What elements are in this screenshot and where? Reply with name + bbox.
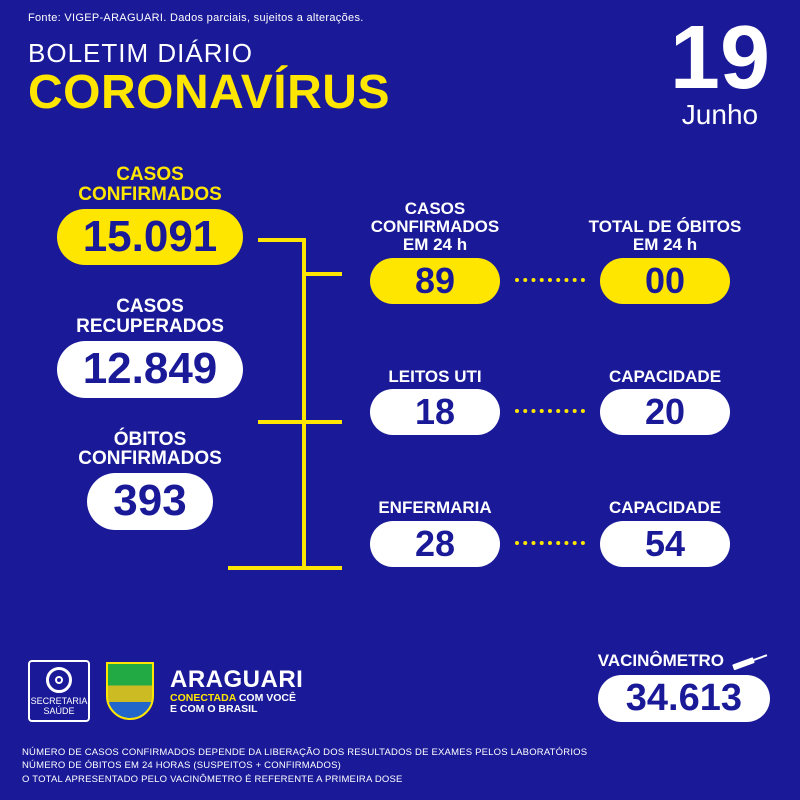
vacc-label-text: VACINÔMETRO xyxy=(598,651,724,671)
vacc-value: 34.613 xyxy=(598,675,770,722)
label-line: CASOS xyxy=(116,296,184,317)
footnote-line: O TOTAL APRESENTADO PELO VACINÔMETRO É R… xyxy=(22,773,587,786)
footnote-line: NÚMERO DE ÓBITOS EM 24 HORAS (SUSPEITOS … xyxy=(22,759,587,772)
city-tagline: E COM O BRASIL xyxy=(170,704,303,715)
connector-line xyxy=(302,420,342,424)
pair-label: CAPACIDADE xyxy=(570,499,760,517)
dots-connector xyxy=(515,541,585,545)
vaccinometer: VACINÔMETRO 34.613 xyxy=(598,651,770,722)
right-column: CASOS CONFIRMADOS EM 24 h 89 TOTAL DE ÓB… xyxy=(340,200,760,567)
pair-label: CASOS CONFIRMADOS EM 24 h xyxy=(340,200,530,254)
date-block: 19 Junho xyxy=(670,18,770,131)
city-crest-icon xyxy=(106,662,154,720)
connector-line xyxy=(228,566,306,570)
city-text: ARAGUARI CONECTADA COM VOCÊ E COM O BRAS… xyxy=(170,667,303,714)
pair-cases-24h: CASOS CONFIRMADOS EM 24 h 89 xyxy=(340,200,530,304)
label-line: ÓBITOS xyxy=(114,429,187,450)
connector-line xyxy=(258,420,306,424)
label-line: EM 24 h xyxy=(403,235,467,254)
label-line: CONFIRMADOS xyxy=(78,448,222,469)
footer-logos: SECRETARIA SAÚDE ARAGUARI CONECTADA COM … xyxy=(28,660,303,722)
pair-row-24h: CASOS CONFIRMADOS EM 24 h 89 TOTAL DE ÓB… xyxy=(340,200,760,304)
date-month: Junho xyxy=(670,99,770,131)
header-title: CORONAVÍRUS xyxy=(28,69,390,117)
pair-value: 00 xyxy=(600,258,730,304)
footnotes: NÚMERO DE CASOS CONFIRMADOS DEPENDE DA L… xyxy=(22,746,587,786)
source-text: Fonte: VIGEP-ARAGUARI. Dados parciais, s… xyxy=(28,12,364,24)
stat-deaths-value: 393 xyxy=(87,473,212,529)
pair-ward-capacity: CAPACIDADE 54 xyxy=(570,499,760,567)
pair-label: TOTAL DE ÓBITOS EM 24 h xyxy=(570,218,760,254)
pair-value: 28 xyxy=(370,521,500,567)
pair-value: 18 xyxy=(370,389,500,435)
pair-value: 89 xyxy=(370,258,500,304)
pair-uti-capacity: CAPACIDADE 20 xyxy=(570,368,760,436)
pair-row-uti: LEITOS UTI 18 CAPACIDADE 20 xyxy=(340,368,760,436)
pair-value: 20 xyxy=(600,389,730,435)
dots-connector xyxy=(515,278,585,282)
connector-line xyxy=(258,238,306,242)
label-line: CASOS CONFIRMADOS xyxy=(371,199,499,236)
dots-connector xyxy=(515,409,585,413)
header-subtitle: BOLETIM DIÁRIO xyxy=(28,38,390,69)
label-line: CASOS xyxy=(116,164,184,185)
date-day: 19 xyxy=(670,18,770,99)
stat-deaths-label: ÓBITOS CONFIRMADOS xyxy=(40,430,260,470)
tag-part: E COM O BRASIL xyxy=(170,703,258,715)
ring-icon xyxy=(46,667,72,693)
header: BOLETIM DIÁRIO CORONAVÍRUS xyxy=(28,38,390,117)
footnote-line: NÚMERO DE CASOS CONFIRMADOS DEPENDE DA L… xyxy=(22,746,587,759)
pair-label: LEITOS UTI xyxy=(340,368,530,386)
vacc-label: VACINÔMETRO xyxy=(598,651,770,671)
label-line: CONFIRMADOS xyxy=(78,184,222,205)
stat-recovered-label: CASOS RECUPERADOS xyxy=(40,297,260,337)
pair-label: ENFERMARIA xyxy=(340,499,530,517)
pair-deaths-24h: TOTAL DE ÓBITOS EM 24 h 00 xyxy=(570,218,760,304)
stat-confirmed-value: 15.091 xyxy=(57,209,244,265)
pair-uti-beds: LEITOS UTI 18 xyxy=(340,368,530,436)
connector-line xyxy=(302,238,306,570)
stat-confirmed: CASOS CONFIRMADOS 15.091 xyxy=(40,165,260,265)
label-line: RECUPERADOS xyxy=(76,316,224,337)
stat-recovered-value: 12.849 xyxy=(57,341,244,397)
city-name: ARAGUARI xyxy=(170,667,303,692)
secretaria-logo: SECRETARIA SAÚDE xyxy=(28,660,90,722)
label-line: TOTAL DE ÓBITOS xyxy=(589,217,742,236)
left-column: CASOS CONFIRMADOS 15.091 CASOS RECUPERAD… xyxy=(40,165,260,562)
sec-text: SECRETARIA xyxy=(31,696,88,706)
pair-row-ward: ENFERMARIA 28 CAPACIDADE 54 xyxy=(340,499,760,567)
syringe-icon xyxy=(731,649,771,673)
sec-text: SAÚDE xyxy=(43,706,74,716)
stat-recovered: CASOS RECUPERADOS 12.849 xyxy=(40,297,260,397)
connector-line xyxy=(302,566,342,570)
pair-value: 54 xyxy=(600,521,730,567)
pair-label: CAPACIDADE xyxy=(570,368,760,386)
label-line: EM 24 h xyxy=(633,235,697,254)
stat-confirmed-label: CASOS CONFIRMADOS xyxy=(40,165,260,205)
stat-deaths: ÓBITOS CONFIRMADOS 393 xyxy=(40,430,260,530)
pair-ward-beds: ENFERMARIA 28 xyxy=(340,499,530,567)
connector-line xyxy=(302,272,342,276)
